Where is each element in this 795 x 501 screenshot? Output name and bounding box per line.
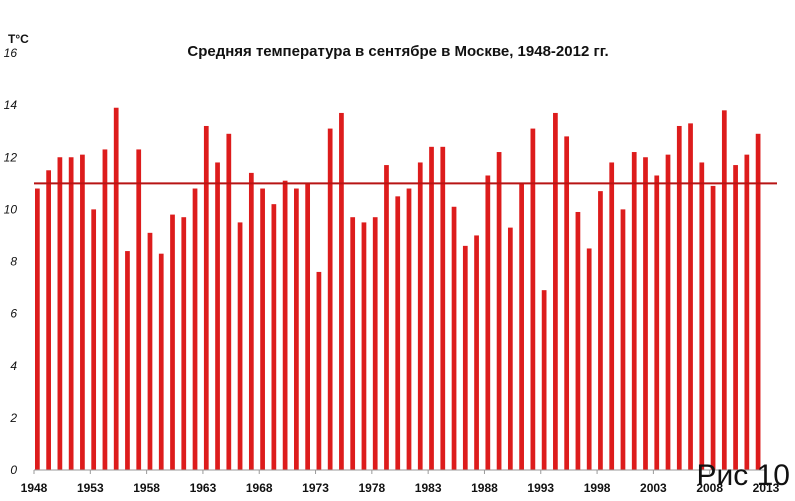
x-tick-label: 1993 [527, 481, 554, 495]
bar [57, 157, 63, 470]
x-tick-label: 1948 [21, 481, 48, 495]
y-tick-label: 4 [10, 359, 17, 373]
bar [440, 146, 446, 470]
y-tick-label: 16 [4, 46, 18, 60]
bar [80, 154, 85, 471]
bar [609, 162, 615, 470]
bar [575, 211, 581, 470]
bar [507, 227, 513, 470]
x-tick-label: 1953 [77, 481, 104, 495]
x-tick-label: 1968 [246, 481, 273, 495]
bar [350, 217, 356, 470]
bar [361, 222, 367, 470]
bar [744, 154, 750, 471]
bar [136, 149, 142, 470]
bar [237, 222, 243, 470]
bar [46, 170, 51, 470]
bar [294, 188, 299, 470]
bar [170, 214, 175, 470]
x-tick-label: 1978 [358, 481, 385, 495]
bar [102, 149, 108, 470]
x-tick-label: 1998 [584, 481, 611, 495]
bar [541, 290, 547, 470]
bar [429, 146, 434, 470]
x-tick-label: 2003 [640, 481, 667, 495]
y-tick-label: 12 [4, 150, 18, 164]
bar [620, 209, 626, 470]
bar [215, 162, 220, 470]
bar [733, 165, 738, 470]
y-axis-ticks: 0 2 4 6 8 10 12 14 16 [4, 46, 18, 477]
y-tick-label: 10 [4, 202, 18, 216]
bar [305, 183, 311, 470]
bar [158, 253, 164, 470]
bar [316, 271, 322, 470]
y-tick-label: 2 [9, 411, 17, 425]
bar [282, 180, 288, 471]
bar [203, 125, 209, 470]
bar [271, 204, 277, 470]
bar [631, 152, 637, 470]
bar [665, 154, 671, 471]
bar [755, 133, 761, 470]
bar [643, 157, 648, 470]
bar [395, 196, 401, 470]
x-tick-label: 2008 [696, 481, 723, 495]
bar [192, 188, 198, 470]
bar [519, 183, 524, 470]
bar [147, 232, 153, 470]
bar [688, 123, 693, 471]
bar [496, 152, 502, 470]
bar [406, 188, 412, 470]
bar [35, 188, 40, 470]
y-tick-label: 6 [10, 307, 17, 321]
bar [676, 125, 682, 470]
bar [372, 217, 378, 470]
bar [721, 110, 727, 471]
bar [699, 162, 705, 470]
bar [68, 157, 74, 470]
bar [710, 185, 716, 470]
figure-label: Рис 10 [697, 459, 790, 492]
bar [654, 175, 660, 470]
y-tick-label: 14 [4, 98, 18, 112]
x-axis-ticks: 1948 1953 1958 1963 1968 1973 1978 1983 1988 1993… [21, 470, 780, 495]
x-tick-label: 1958 [133, 481, 160, 495]
bar [553, 112, 558, 470]
bar [598, 191, 603, 470]
bar [530, 128, 536, 471]
y-tick-label: 0 [10, 463, 17, 477]
bar [260, 188, 265, 470]
bar [339, 112, 344, 470]
bar [451, 206, 457, 471]
bar [417, 162, 423, 470]
bar [474, 235, 479, 470]
bar [586, 248, 592, 470]
y-tick-label: 8 [10, 255, 17, 269]
bar [564, 136, 570, 470]
chart-title: Средняя температура в сентябре в Москве,… [187, 43, 608, 60]
bar [327, 128, 333, 471]
bar [384, 165, 389, 470]
bar [125, 251, 130, 470]
x-tick-label: 1983 [415, 481, 442, 495]
x-tick-label: 1973 [302, 481, 329, 495]
bar [181, 217, 187, 470]
bar [91, 209, 97, 470]
bar [113, 107, 119, 470]
bars [35, 107, 761, 471]
bar [248, 172, 254, 470]
x-tick-label: 2013 [753, 481, 780, 495]
x-tick-label: 1963 [190, 481, 217, 495]
y-axis-label: T°C [8, 32, 29, 46]
bar [485, 175, 491, 470]
bar [226, 133, 232, 470]
bar [462, 245, 468, 470]
x-tick-label: 1988 [471, 481, 498, 495]
